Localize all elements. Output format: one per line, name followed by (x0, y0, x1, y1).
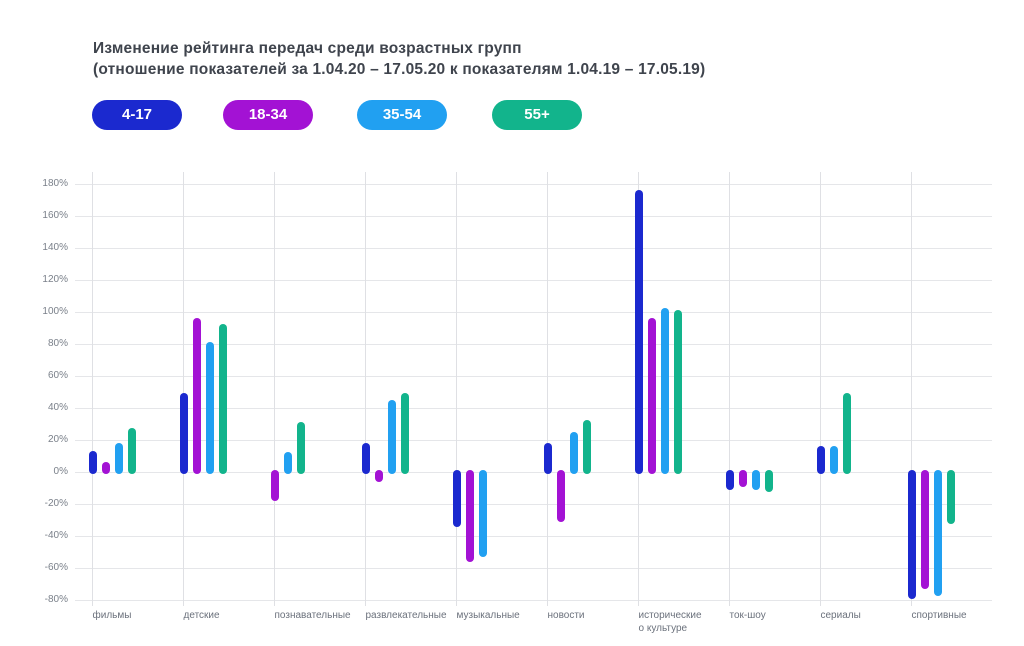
bar-4-17-развлекательные (361, 442, 370, 474)
bar-55+-новости (582, 420, 591, 474)
bar-35-54-фильмы (114, 442, 123, 474)
chart-title: Изменение рейтинга передач среди возраст… (93, 38, 705, 80)
bar-18-34-спортивные (920, 470, 929, 590)
gridline-v (729, 172, 730, 606)
gridline-v (820, 172, 821, 606)
gridline-h--60% (75, 568, 992, 569)
gridline-h-20% (75, 440, 992, 441)
gridline-h-140% (75, 248, 992, 249)
legend-pill-4-17[interactable]: 4-17 (92, 100, 182, 130)
bar-35-54-спортивные (933, 470, 942, 596)
bar-18-34-исторические-о-культуре (647, 318, 656, 474)
gridline-v (92, 172, 93, 606)
x-axis-category-label: детские (183, 610, 220, 621)
bar-35-54-ток-шоу (751, 470, 760, 490)
gridline-h-80% (75, 344, 992, 345)
y-axis-tick-label: 80% (47, 338, 68, 349)
gridline-v (456, 172, 457, 606)
bar-4-17-новости (543, 442, 552, 474)
bar-18-34-ток-шоу (738, 470, 747, 487)
y-axis-tick-label: 40% (47, 402, 68, 413)
bar-35-54-музыкальные (478, 470, 487, 558)
gridline-h--40% (75, 536, 992, 537)
gridline-v (911, 172, 912, 606)
x-axis-category-label: фильмы (92, 610, 132, 621)
y-axis-tick-label: 180% (42, 178, 68, 189)
gridline-h--80% (75, 600, 992, 601)
bar-55+-развлекательные (400, 393, 409, 474)
bar-18-34-новости (556, 470, 565, 522)
bar-4-17-сериалы (816, 446, 825, 474)
x-axis-category-label: новости (547, 610, 585, 621)
bar-4-17-исторические-о-культуре (634, 190, 643, 474)
x-axis-category-label: спортивные (911, 610, 967, 621)
bar-18-34-музыкальные (465, 470, 474, 562)
y-axis-tick-label: 160% (42, 210, 68, 221)
bar-4-17-ток-шоу (725, 470, 734, 490)
x-axis-category-label: познавательные (274, 610, 351, 621)
bar-18-34-развлекательные (374, 470, 383, 482)
x-axis-category-label: ток-шоу (729, 610, 766, 621)
gridline-h-160% (75, 216, 992, 217)
gridline-h-60% (75, 376, 992, 377)
y-axis-tick-label: 60% (47, 370, 68, 381)
legend-pill-35-54[interactable]: 35-54 (357, 100, 447, 130)
bar-35-54-детские (205, 342, 214, 474)
x-axis-category-label: сериалы (820, 610, 861, 621)
bar-18-34-фильмы (101, 462, 110, 474)
y-axis-tick-label: 0% (53, 466, 68, 477)
legend-pill-18-34[interactable]: 18-34 (223, 100, 313, 130)
y-axis-tick-label: 20% (47, 434, 68, 445)
y-axis-tick-label: -20% (44, 498, 68, 509)
bar-55+-исторические-о-культуре (673, 310, 682, 474)
bar-55+-детские (218, 324, 227, 474)
gridline-h-0% (75, 472, 992, 473)
y-axis-tick-label: -40% (44, 530, 68, 541)
bar-55+-ток-шоу (764, 470, 773, 492)
x-axis-category-label: исторические о культуре (638, 610, 702, 634)
legend-pill-55+[interactable]: 55+ (492, 100, 582, 130)
y-axis-tick-label: -60% (44, 562, 68, 573)
y-axis-tick-label: 120% (42, 274, 68, 285)
bar-55+-фильмы (127, 428, 136, 474)
bar-4-17-музыкальные (452, 470, 461, 527)
x-axis-category-label: развлекательные (365, 610, 447, 621)
bar-18-34-детские (192, 318, 201, 474)
y-axis-tick-label: -80% (44, 594, 68, 605)
bar-35-54-исторические-о-культуре (660, 308, 669, 474)
bar-55+-сериалы (842, 393, 851, 474)
gridline-v (274, 172, 275, 606)
bar-4-17-детские (179, 393, 188, 474)
bar-35-54-новости (569, 431, 578, 474)
x-axis-category-label: музыкальные (456, 610, 520, 621)
gridline-h-120% (75, 280, 992, 281)
gridline-h--20% (75, 504, 992, 505)
gridline-h-180% (75, 184, 992, 185)
gridline-v (547, 172, 548, 606)
gridline-h-100% (75, 312, 992, 313)
bar-35-54-познавательные (283, 452, 292, 474)
bar-18-34-познавательные (270, 470, 279, 502)
chart-title-line1: Изменение рейтинга передач среди возраст… (93, 40, 522, 57)
bar-4-17-фильмы (88, 450, 97, 474)
gridline-v (365, 172, 366, 606)
bar-35-54-сериалы (829, 446, 838, 474)
chart-title-line2: (отношение показателей за 1.04.20 – 17.0… (93, 61, 706, 78)
gridline-v (183, 172, 184, 606)
legend: 4-17 18-34 35-54 55+ (0, 100, 1024, 130)
y-axis-tick-label: 140% (42, 242, 68, 253)
bar-35-54-развлекательные (387, 399, 396, 474)
bar-55+-спортивные (946, 470, 955, 524)
bar-4-17-спортивные (907, 470, 916, 599)
gridline-h-40% (75, 408, 992, 409)
y-axis-tick-label: 100% (42, 306, 68, 317)
bar-55+-познавательные (296, 422, 305, 474)
